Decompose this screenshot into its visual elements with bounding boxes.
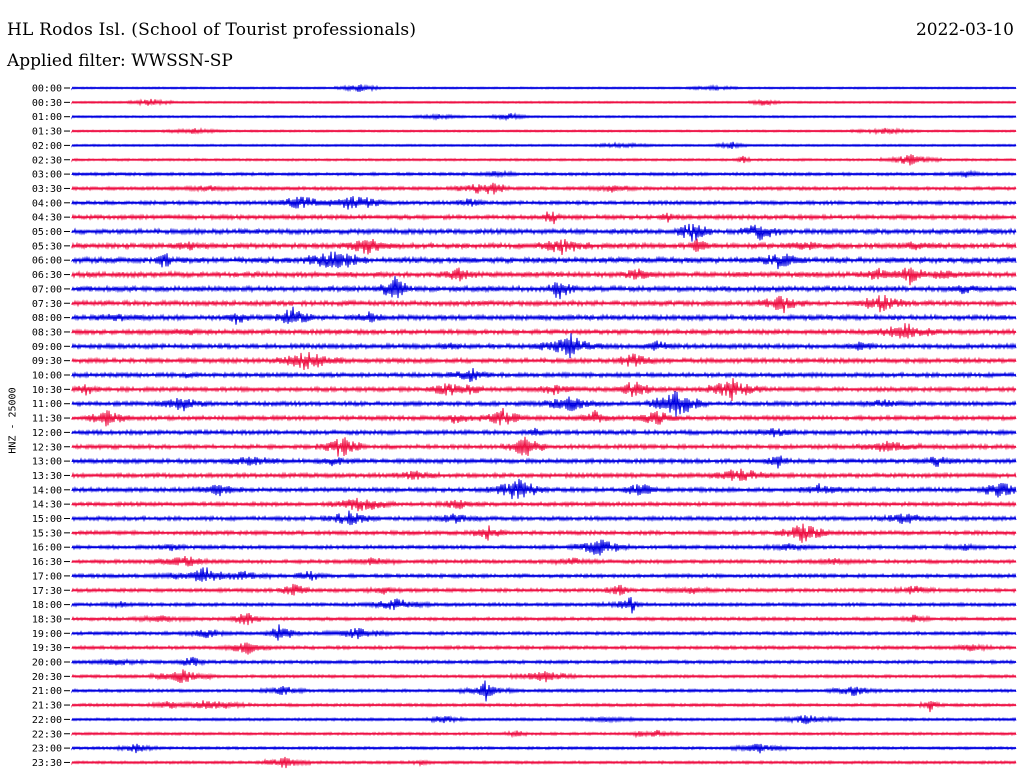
tick-label-0830: 08:30	[32, 327, 62, 338]
tick-label-2030: 20:30	[32, 672, 62, 683]
tick-label-1630: 16:30	[32, 557, 62, 568]
tick-label-1000: 10:00	[32, 371, 62, 382]
tick-label-2200: 22:00	[32, 715, 62, 726]
tick-label-0900: 09:00	[32, 342, 62, 353]
trace-0500	[71, 223, 1017, 242]
tick-label-1200: 12:00	[32, 428, 62, 439]
tick-label-1600: 16:00	[32, 543, 62, 554]
tick-label-0600: 06:00	[32, 256, 62, 267]
trace-0630	[71, 267, 1017, 286]
tick-label-2130: 21:30	[32, 701, 62, 712]
tick-label-0430: 04:30	[32, 213, 62, 224]
trace-0830	[71, 323, 1017, 339]
tick-label-1430: 14:30	[32, 500, 62, 511]
trace-0800	[71, 306, 1017, 325]
tick-label-1330: 13:30	[32, 471, 62, 482]
tick-label-1830: 18:30	[32, 614, 62, 625]
tick-label-0400: 04:00	[32, 198, 62, 209]
tick-label-0700: 07:00	[32, 284, 62, 295]
tick-label-1030: 10:30	[32, 385, 62, 396]
tick-label-0000: 00:00	[32, 84, 62, 95]
tick-label-0300: 03:00	[32, 170, 62, 181]
tick-label-2330: 23:30	[32, 758, 62, 769]
tick-label-1800: 18:00	[32, 600, 62, 611]
trace-2130	[71, 700, 1017, 713]
tick-label-2300: 23:00	[32, 744, 62, 755]
tick-label-0330: 03:30	[32, 184, 62, 195]
tick-label-2230: 22:30	[32, 729, 62, 740]
filter-label: Applied filter: WWSSN-SP	[7, 51, 233, 71]
trace-0700	[71, 276, 1017, 300]
tick-label-0230: 02:30	[32, 155, 62, 166]
tick-label-0030: 00:30	[32, 98, 62, 109]
tick-label-0930: 09:30	[32, 356, 62, 367]
tick-label-1730: 17:30	[32, 586, 62, 597]
tick-label-0130: 01:30	[32, 127, 62, 138]
tick-label-0730: 07:30	[32, 299, 62, 310]
trace-1130	[71, 407, 1017, 427]
tick-label-0530: 05:30	[32, 241, 62, 252]
tick-label-1500: 15:00	[32, 514, 62, 525]
tick-label-1700: 17:00	[32, 571, 62, 582]
tick-label-2100: 21:00	[32, 686, 62, 697]
tick-label-0200: 02:00	[32, 141, 62, 152]
tick-label-0100: 01:00	[32, 112, 62, 123]
tick-label-0630: 06:30	[32, 270, 62, 281]
tick-label-1230: 12:30	[32, 442, 62, 453]
trace-1700	[71, 567, 1017, 582]
tick-label-2000: 20:00	[32, 658, 62, 669]
tick-label-1400: 14:00	[32, 485, 62, 496]
trace-0530	[71, 238, 1017, 256]
tick-label-0800: 08:00	[32, 313, 62, 324]
tick-label-1300: 13:00	[32, 457, 62, 468]
trace-1300	[71, 455, 1017, 469]
tick-label-1100: 11:00	[32, 399, 62, 410]
tick-label-1900: 19:00	[32, 629, 62, 640]
tick-label-1530: 15:30	[32, 528, 62, 539]
station-title: HL Rodos Isl. (School of Tourist profess…	[7, 20, 417, 40]
trace-1930	[71, 642, 1017, 655]
tick-label-0500: 05:00	[32, 227, 62, 238]
date-label: 2022-03-10	[915, 20, 1014, 40]
tick-label-1930: 19:30	[32, 643, 62, 654]
tick-label-1130: 11:30	[32, 414, 62, 425]
